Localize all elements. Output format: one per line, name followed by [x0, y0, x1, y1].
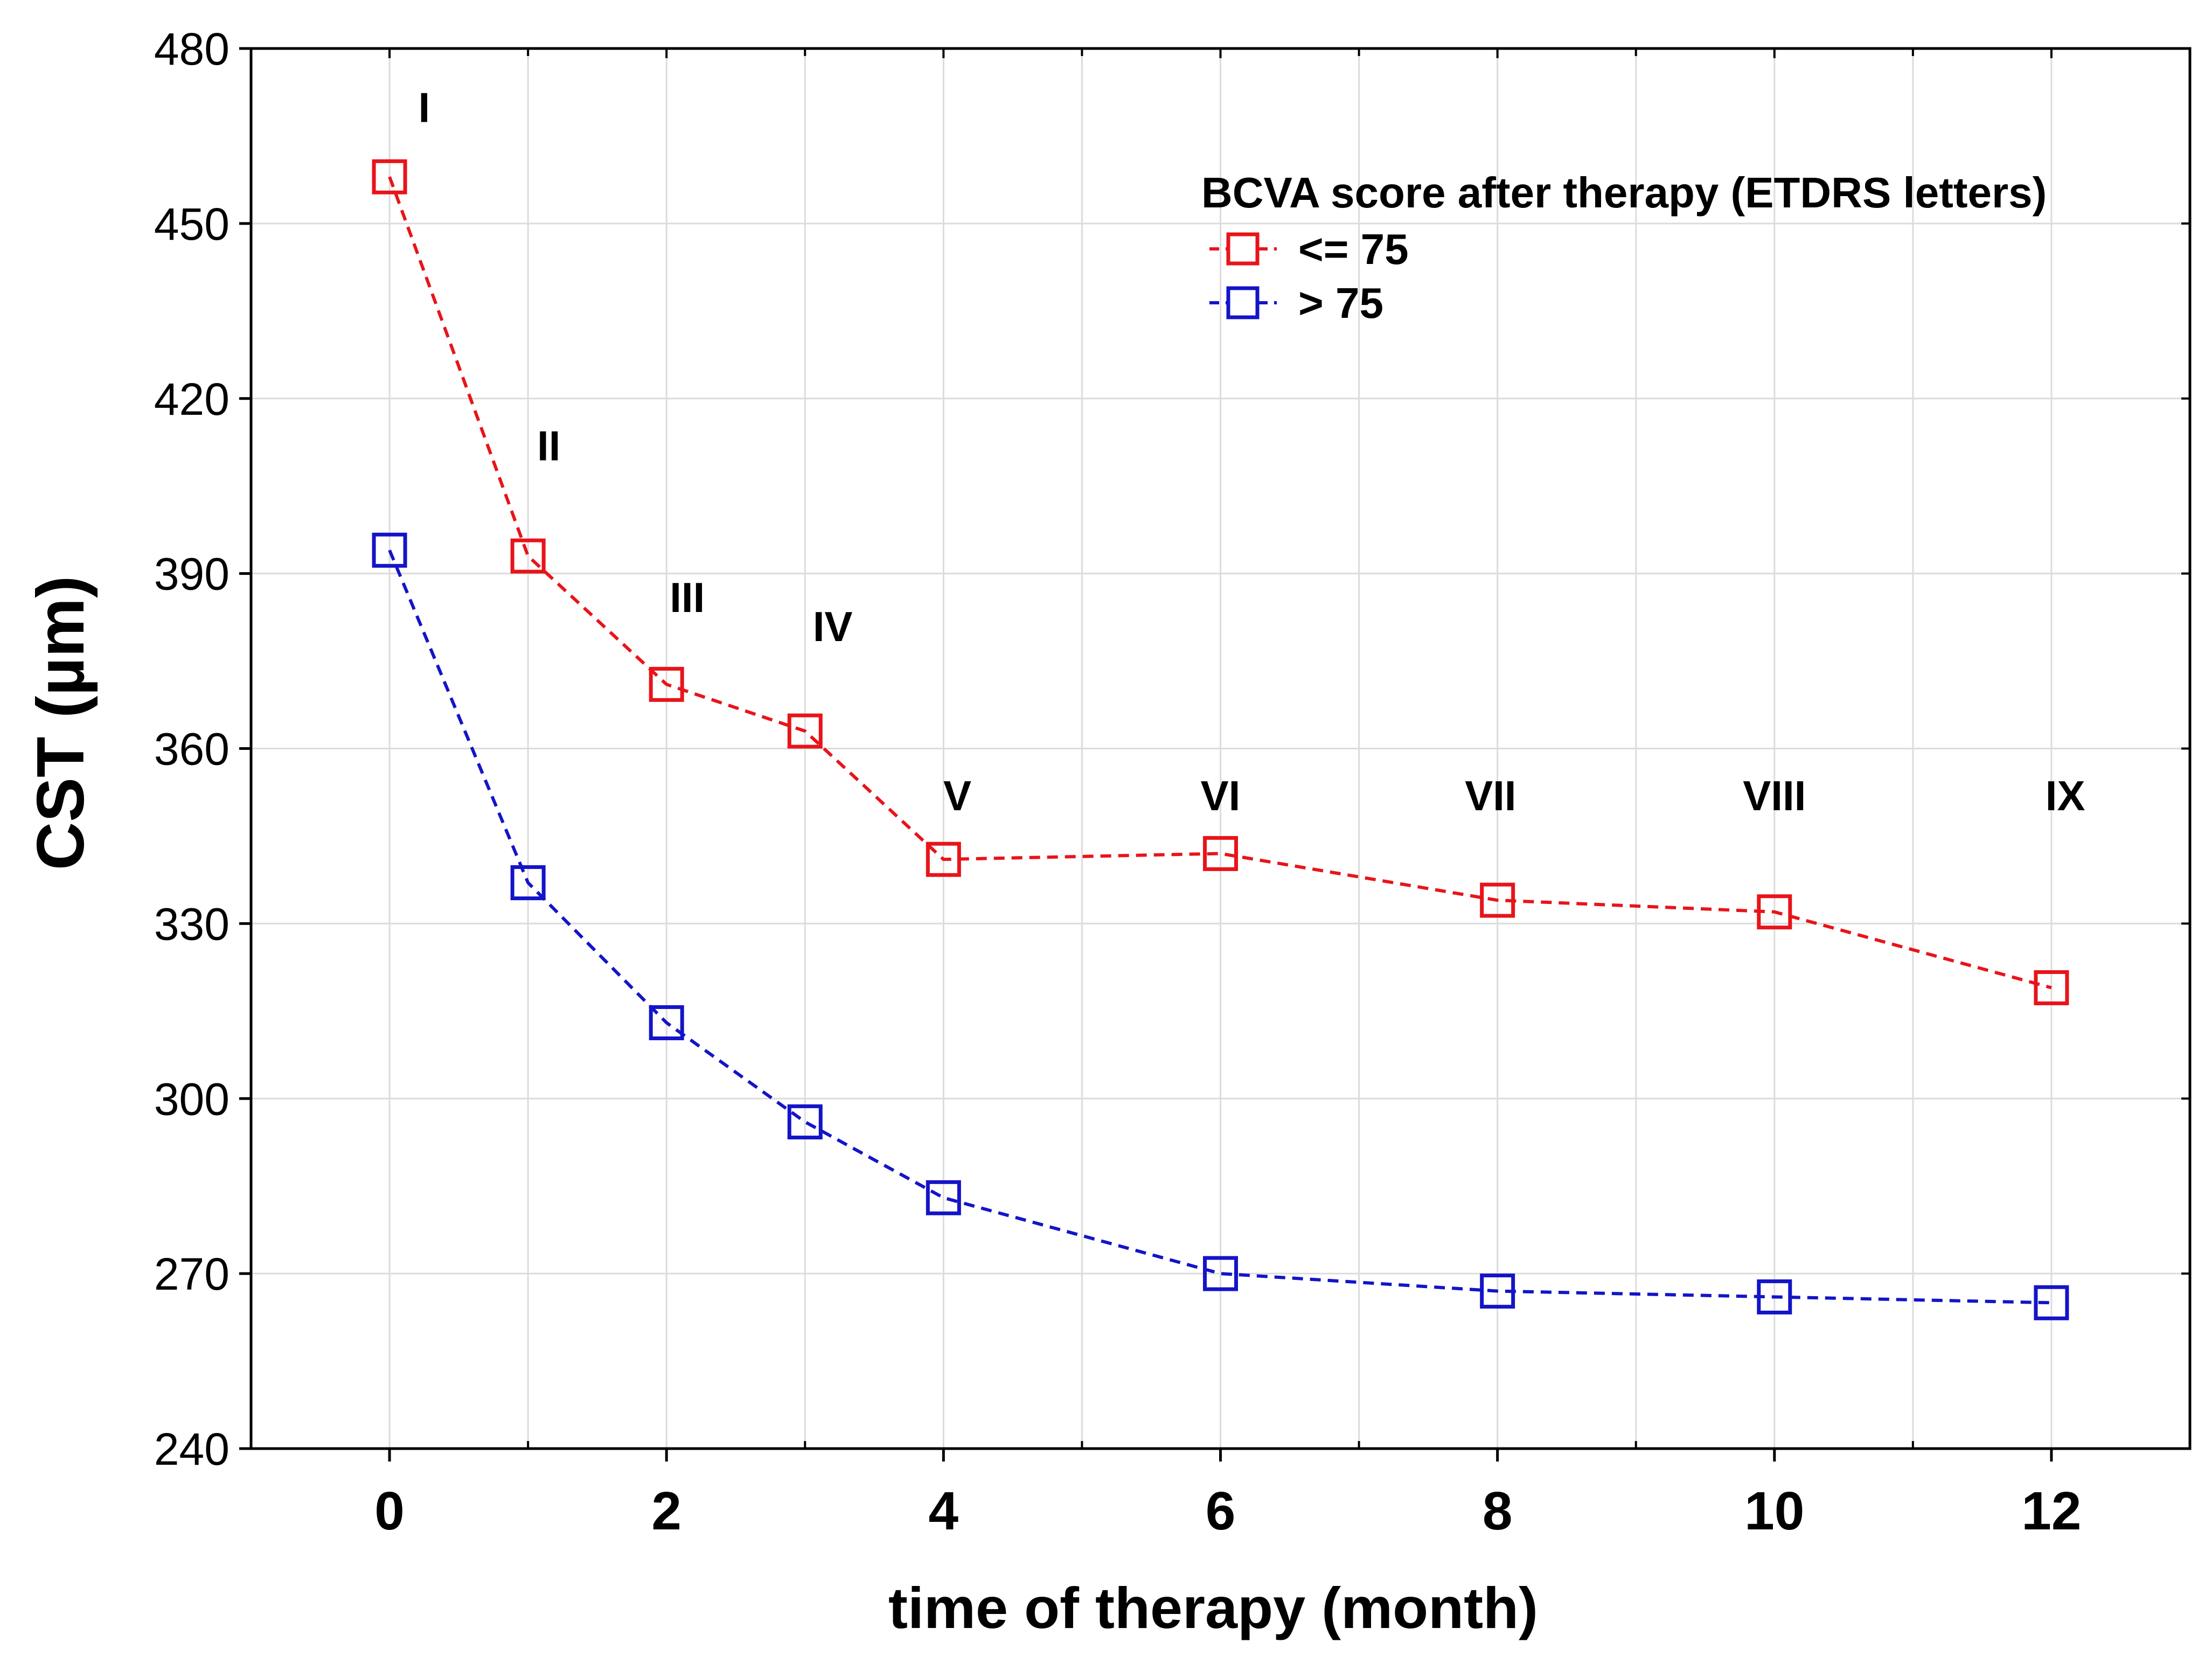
- legend-label: > 75: [1298, 279, 1383, 327]
- legend-entry: <= 75: [1209, 225, 1409, 273]
- data-point-marker: [1757, 1279, 1792, 1314]
- data-point-marker: [372, 532, 407, 568]
- series-le-75: [372, 159, 2069, 1005]
- annotation-label: III: [670, 574, 705, 621]
- data-point-marker: [926, 841, 961, 877]
- data-point-marker: [2034, 1285, 2069, 1320]
- annotation-label: VI: [1201, 772, 1241, 819]
- data-point-marker: [510, 865, 546, 901]
- legend-swatch-marker: [1226, 232, 1260, 266]
- data-point-marker: [926, 1180, 961, 1215]
- x-tick-label: 10: [1744, 1481, 1804, 1541]
- legend-entry: > 75: [1209, 279, 1383, 327]
- legend: BCVA score after therapy (ETDRS letters)…: [1201, 169, 2047, 327]
- legend-title: BCVA score after therapy (ETDRS letters): [1201, 169, 2047, 217]
- x-tick-label: 4: [929, 1481, 959, 1541]
- data-point-marker: [787, 1104, 823, 1140]
- data-point-marker: [1480, 1274, 1515, 1309]
- y-tick-label: 480: [154, 24, 229, 74]
- data-point-marker: [1203, 836, 1238, 871]
- annotation-label: II: [537, 422, 560, 469]
- series-layer: [372, 159, 2069, 1320]
- y-tick-label: 450: [154, 199, 229, 249]
- data-point-marker: [510, 538, 546, 574]
- data-point-marker: [1757, 894, 1792, 930]
- series-gt-75: [372, 532, 2069, 1320]
- data-point-marker: [649, 666, 684, 702]
- series-line: [388, 176, 2052, 990]
- axes-layer: 240 270 300 330 360 390 420 450 480 0 2 4 6 8 10 12: [154, 24, 2192, 1541]
- y-tick-label: 330: [154, 899, 229, 949]
- x-tick-label: 0: [374, 1481, 405, 1541]
- y-axis-title: CST (µm): [24, 576, 98, 871]
- data-point-marker: [1203, 1256, 1238, 1291]
- annotation-label: I: [419, 84, 430, 131]
- y-tick-label: 300: [154, 1074, 229, 1124]
- annotation-label: V: [943, 772, 971, 819]
- data-point-marker: [787, 713, 823, 749]
- data-point-marker: [2034, 970, 2069, 1005]
- x-tick-label: 8: [1483, 1481, 1513, 1541]
- y-tick-label: 240: [154, 1424, 229, 1474]
- grid-layer: [251, 47, 2190, 1450]
- x-axis-title: time of therapy (month): [888, 1575, 1538, 1640]
- x-tick-label: 2: [651, 1481, 681, 1541]
- x-tick-label: 6: [1206, 1481, 1236, 1541]
- data-point-marker: [372, 159, 407, 194]
- legend-swatch-marker: [1226, 286, 1260, 319]
- annotation-label: IX: [2046, 772, 2085, 819]
- x-tick-label: 12: [2021, 1481, 2081, 1541]
- data-point-marker: [1480, 882, 1515, 918]
- annotation-label: IV: [813, 603, 853, 650]
- y-tick-label: 360: [154, 724, 229, 775]
- annotation-label: VII: [1465, 772, 1516, 819]
- y-tick-label: 420: [154, 374, 229, 425]
- annotation-label: VIII: [1743, 772, 1806, 819]
- legend-label: <= 75: [1298, 225, 1409, 273]
- data-point-marker: [649, 1005, 684, 1040]
- y-tick-label: 270: [154, 1249, 229, 1299]
- y-tick-label: 390: [154, 549, 229, 600]
